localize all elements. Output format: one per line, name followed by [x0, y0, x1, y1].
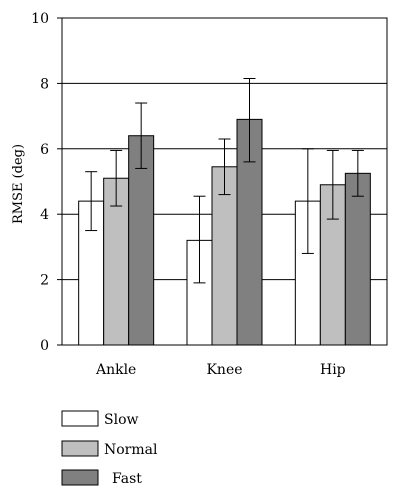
x-axis-labels: Ankle Knee Hip	[95, 362, 346, 378]
legend-label-slow: Slow	[104, 412, 138, 428]
x-tick-label-ankle: Ankle	[95, 362, 136, 378]
y-tick-label-10: 10	[31, 11, 49, 27]
legend-swatch-normal	[61, 440, 99, 457]
bar-knee-normal	[211, 166, 238, 346]
legend-swatch-slow	[61, 410, 99, 427]
bar-groups	[78, 77, 371, 346]
plot-frame	[61, 17, 388, 346]
legend-swatch-fast	[61, 469, 99, 486]
y-axis-title: RMSE (deg)	[11, 144, 26, 224]
y-tick-label-2: 2	[40, 273, 49, 289]
legend: Slow Normal Fast	[61, 410, 158, 487]
legend-label-normal: Normal	[104, 442, 158, 458]
y-tick-label-4: 4	[40, 207, 49, 223]
bar-hip-fast	[344, 172, 371, 346]
y-axis-ticks: 0 2 4 6 8 10	[31, 11, 62, 354]
y-tick-label-8: 8	[40, 76, 49, 92]
x-tick-label-knee: Knee	[206, 362, 242, 378]
legend-label-fast: Fast	[112, 471, 142, 487]
y-tick-label-6: 6	[40, 142, 49, 158]
x-tick-label-hip: Hip	[320, 362, 346, 378]
plot-border	[61, 17, 388, 346]
y-tick-label-0: 0	[40, 338, 49, 354]
